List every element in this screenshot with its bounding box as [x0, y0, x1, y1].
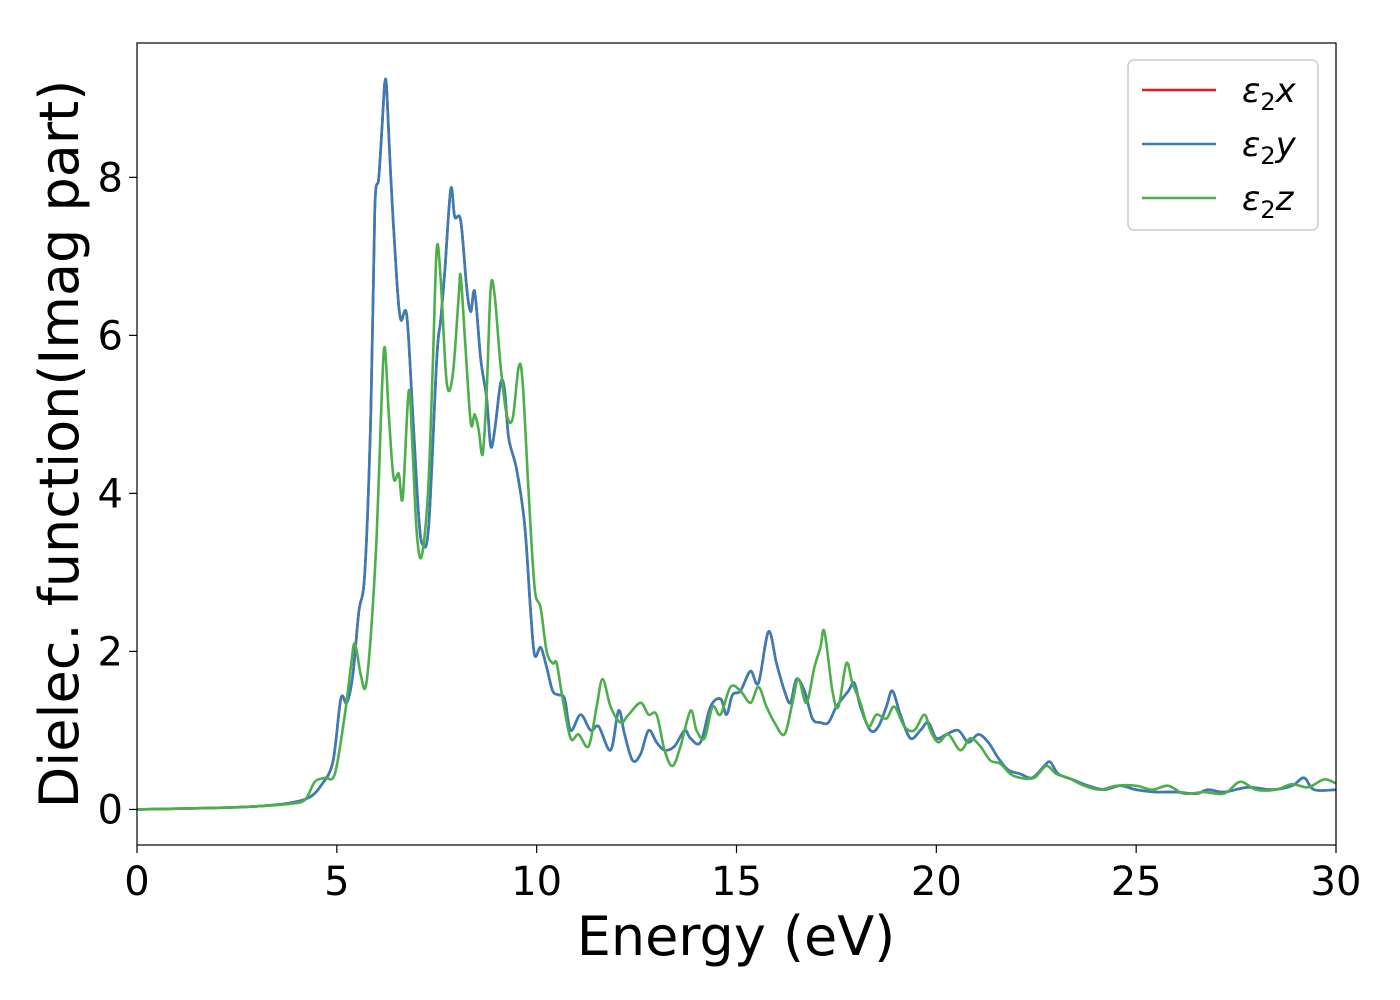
plot-lines: [137, 77, 1336, 811]
x-tick-label: 15: [711, 859, 762, 905]
x-tick-label: 0: [124, 859, 149, 905]
x-tick-label: 5: [324, 859, 349, 905]
x-tick-label: 25: [1111, 859, 1162, 905]
y-tick-label: 0: [98, 787, 123, 833]
legend-label-y: ε2y: [1242, 125, 1297, 170]
y-tick-label: 6: [98, 313, 123, 359]
x-tick-label: 30: [1311, 859, 1362, 905]
y-axis: 0 2 4 6 8: [98, 155, 137, 833]
series-line-z: [137, 242, 1336, 811]
legend: ε2x ε2y ε2z: [1127, 59, 1319, 231]
y-axis-label: Dielec. function(Imag part): [28, 80, 91, 809]
legend-box: [1127, 59, 1319, 231]
y-tick-label: 2: [98, 629, 123, 675]
legend-label-z: ε2z: [1242, 179, 1295, 224]
y-tick-label: 4: [98, 471, 123, 517]
x-tick-label: 20: [911, 859, 962, 905]
x-tick-label: 10: [511, 859, 562, 905]
legend-label-x: ε2x: [1242, 71, 1297, 116]
x-axis: 0 5 10 15 20 25 30: [124, 845, 1361, 905]
y-tick-label: 8: [98, 155, 123, 201]
x-axis-label: Energy (eV): [577, 905, 896, 968]
